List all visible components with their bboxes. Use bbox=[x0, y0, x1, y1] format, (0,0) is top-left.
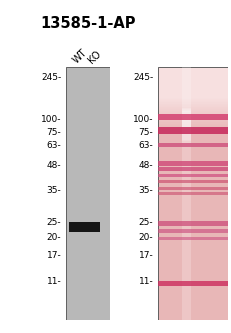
Text: WT: WT bbox=[71, 47, 89, 65]
Text: 11-: 11- bbox=[46, 277, 61, 286]
Bar bbox=[182, 117, 191, 121]
Bar bbox=[182, 115, 191, 119]
Text: 75-: 75- bbox=[139, 128, 153, 137]
Bar bbox=[158, 167, 228, 171]
Text: 245-: 245- bbox=[133, 74, 153, 83]
Bar bbox=[182, 114, 191, 118]
Bar bbox=[158, 115, 228, 120]
Bar bbox=[182, 119, 191, 123]
Bar bbox=[182, 67, 191, 320]
Bar bbox=[182, 134, 191, 137]
Text: 75-: 75- bbox=[46, 128, 61, 137]
Text: 25-: 25- bbox=[47, 218, 61, 227]
Bar bbox=[182, 111, 191, 114]
Bar bbox=[158, 281, 228, 286]
Text: 48-: 48- bbox=[47, 161, 61, 170]
Bar bbox=[182, 137, 191, 141]
Bar bbox=[182, 132, 191, 135]
Bar bbox=[158, 174, 228, 177]
Bar bbox=[182, 135, 191, 138]
Bar bbox=[158, 221, 228, 226]
Bar bbox=[158, 229, 228, 233]
Bar bbox=[158, 180, 228, 183]
Text: 100-: 100- bbox=[41, 115, 61, 124]
Bar bbox=[158, 161, 228, 166]
Bar bbox=[158, 191, 228, 195]
Text: 63-: 63- bbox=[139, 141, 153, 150]
Bar bbox=[182, 108, 191, 112]
Text: 17-: 17- bbox=[46, 251, 61, 260]
Bar bbox=[182, 136, 191, 140]
Bar bbox=[182, 129, 191, 133]
Text: 35-: 35- bbox=[46, 186, 61, 195]
Bar bbox=[182, 130, 191, 134]
Text: 100-: 100- bbox=[133, 115, 153, 124]
Bar bbox=[182, 123, 191, 127]
Text: 11-: 11- bbox=[139, 277, 153, 286]
Bar bbox=[158, 186, 228, 189]
Bar bbox=[182, 125, 191, 129]
Text: 35-: 35- bbox=[139, 186, 153, 195]
Text: KO: KO bbox=[86, 49, 103, 65]
Bar bbox=[158, 127, 228, 134]
Bar bbox=[158, 237, 228, 240]
Bar bbox=[182, 120, 191, 124]
Bar bbox=[182, 121, 191, 125]
Bar bbox=[182, 128, 191, 132]
Bar bbox=[182, 139, 191, 143]
Bar bbox=[182, 110, 191, 113]
Bar bbox=[69, 222, 100, 232]
Bar bbox=[182, 118, 191, 122]
Bar bbox=[182, 112, 191, 115]
Bar bbox=[158, 143, 228, 147]
Text: 13585-1-AP: 13585-1-AP bbox=[40, 16, 136, 31]
Text: 63-: 63- bbox=[46, 141, 61, 150]
Bar bbox=[182, 113, 191, 116]
Text: 25-: 25- bbox=[139, 218, 153, 227]
Text: 48-: 48- bbox=[139, 161, 153, 170]
Text: 20-: 20- bbox=[47, 233, 61, 242]
Bar bbox=[182, 133, 191, 136]
Bar bbox=[182, 124, 191, 128]
Bar bbox=[182, 126, 191, 130]
Bar bbox=[182, 138, 191, 142]
Bar bbox=[182, 116, 191, 120]
Text: 245-: 245- bbox=[41, 74, 61, 83]
Text: 20-: 20- bbox=[139, 233, 153, 242]
Bar bbox=[182, 122, 191, 126]
Text: 17-: 17- bbox=[139, 251, 153, 260]
Bar bbox=[182, 127, 191, 131]
